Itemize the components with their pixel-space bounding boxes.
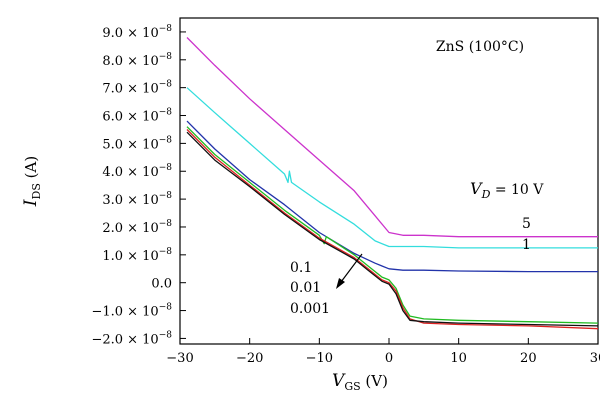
y-tick-label: 6.0 × 10−8 xyxy=(102,108,172,125)
y-tick-label: −1.0 × 10−8 xyxy=(91,303,172,320)
arrow-head xyxy=(336,278,345,289)
y-tick-label: 0.0 xyxy=(151,277,172,292)
series-line-0-001 xyxy=(186,131,599,327)
x-ticks: −30 −20 −10 0 10 20 30 xyxy=(166,338,600,366)
y-axis-title-main: I xyxy=(21,199,41,207)
material-label: ZnS (100°C) xyxy=(436,39,524,55)
y-axis-title-unit: (A) xyxy=(22,156,40,183)
x-axis-title-unit: (V) xyxy=(361,372,388,390)
x-tick-label: 0 xyxy=(385,351,393,366)
y-tick-label: 3.0 × 10−8 xyxy=(102,191,172,208)
x-axis-title-sub: GS xyxy=(344,380,360,393)
y-tick-label: 7.0 × 10−8 xyxy=(102,80,172,97)
y-axis-title-sub: DS xyxy=(30,183,43,199)
x-axis-title-main: V xyxy=(332,371,346,391)
series-label-0-001: 0.001 xyxy=(290,301,330,317)
vd-label-value: = 10 V xyxy=(490,182,544,198)
series-line-1 xyxy=(186,120,598,273)
arrow-shaft xyxy=(340,253,363,283)
x-tick-label: −30 xyxy=(166,351,193,366)
x-tick-label: −10 xyxy=(306,351,333,366)
y-tick-label: 1.0 × 10−8 xyxy=(102,247,172,264)
arrow xyxy=(336,253,363,289)
series-layer xyxy=(186,37,599,330)
x-tick-label: 20 xyxy=(520,351,537,366)
y-tick-label: −2.0 × 10−8 xyxy=(91,330,172,347)
vd-label-sub: D xyxy=(481,188,491,201)
series-line-0-1 xyxy=(186,126,599,324)
series-line-5 xyxy=(186,87,598,249)
y-ticks: −2.0 × 10−8 −1.0 × 10−8 0.0 1.0 × 10−8 2.0 ×… xyxy=(91,24,186,347)
series-line-10 xyxy=(186,37,598,238)
series-label-0-01: 0.01 xyxy=(290,280,321,296)
series-label-1: 1 xyxy=(522,237,531,253)
y-tick-label: 9.0 × 10−8 xyxy=(102,24,172,41)
y-tick-label: 8.0 × 10−8 xyxy=(102,52,172,69)
series-label-5: 5 xyxy=(522,216,531,232)
vd-label: VD = 10 V xyxy=(470,179,544,201)
x-tick-label: −20 xyxy=(236,351,263,366)
y-tick-label: 4.0 × 10−8 xyxy=(102,163,172,180)
y-tick-label: 2.0 × 10−8 xyxy=(102,219,172,236)
y-axis-title: IDS (A) xyxy=(21,156,43,207)
series-label-0-1: 0.1 xyxy=(290,260,312,276)
x-axis-title: VGS (V) xyxy=(332,371,388,393)
y-tick-label: 5.0 × 10−8 xyxy=(102,135,172,152)
x-tick-label: 30 xyxy=(590,351,600,366)
x-tick-label: 10 xyxy=(450,351,467,366)
vd-label-main: V xyxy=(470,179,483,198)
series-line-0-01 xyxy=(186,129,599,330)
